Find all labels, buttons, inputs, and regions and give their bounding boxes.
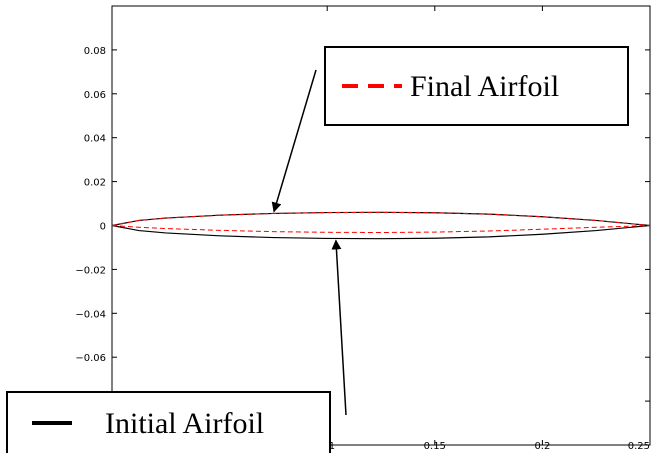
final-airfoil-lower-line (111, 225, 651, 234)
legend-initial: Initial Airfoil (6, 391, 331, 453)
y-tick-label: 0.06 (84, 90, 106, 101)
legend-final: Final Airfoil (324, 46, 629, 126)
series-layer (111, 211, 651, 240)
y-tick-label: −0.04 (75, 309, 106, 320)
y-tick-label: −0.06 (75, 353, 106, 364)
final-airfoil-arrow (271, 69, 317, 213)
final-airfoil-upper-line (111, 211, 651, 226)
legend-initial-label: Initial Airfoil (105, 407, 264, 440)
x-tick-label: 0.25 (628, 441, 650, 452)
annotations-layer (271, 69, 347, 416)
y-tick-label: 0.08 (84, 46, 106, 57)
x-tick-label: 0.2 (534, 441, 550, 452)
y-tick-label: 0 (100, 222, 106, 233)
initial-airfoil-lower-line (111, 224, 651, 240)
initial-airfoil-arrow (331, 239, 347, 416)
y-tick-label: −0.02 (75, 265, 106, 276)
y-tick-label: 0.04 (84, 134, 106, 145)
legend-final-label: Final Airfoil (410, 70, 559, 103)
y-tick-label: 0.02 (84, 178, 106, 189)
x-tick-label: 0.15 (424, 441, 446, 452)
